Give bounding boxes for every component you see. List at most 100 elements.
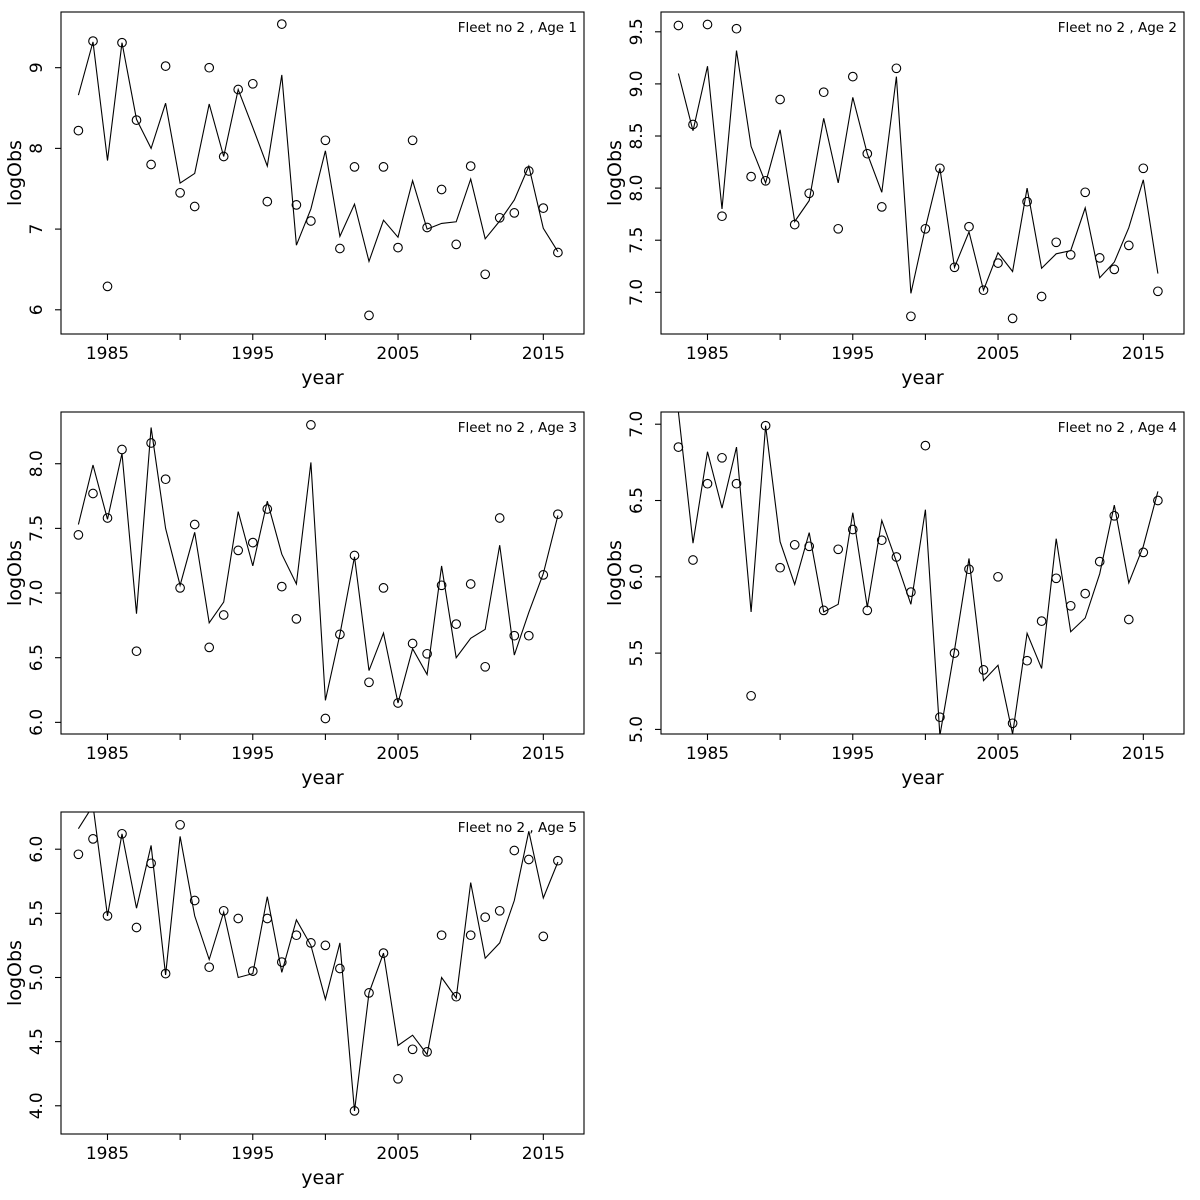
x-tick-label: 2015 bbox=[522, 744, 565, 764]
observed-point bbox=[335, 243, 345, 254]
observed-point bbox=[731, 478, 742, 489]
y-tick-label: 9.5 bbox=[627, 18, 647, 45]
observed-point bbox=[688, 555, 698, 565]
y-tick-label: 4.5 bbox=[27, 1028, 47, 1055]
observed-point bbox=[949, 648, 960, 658]
x-tick-label: 1985 bbox=[86, 1144, 129, 1164]
x-tick-label: 2005 bbox=[376, 1144, 419, 1164]
observed-point bbox=[1080, 187, 1091, 198]
x-axis-title: year bbox=[301, 767, 344, 789]
chart-fleet2-age4: 1985 1995 2005 2015 5.0 5.5 6.0 6.5 7.0 year logOb… bbox=[606, 402, 1196, 798]
observed-point bbox=[364, 310, 374, 321]
y-tick-label: 5.0 bbox=[27, 964, 47, 991]
panel-title: Fleet no 2 , Age 3 bbox=[458, 420, 577, 436]
observed-point bbox=[964, 221, 974, 232]
observed-point bbox=[364, 677, 374, 688]
observed-point bbox=[465, 161, 476, 171]
observed-point bbox=[436, 580, 447, 591]
y-tick-label: 6.5 bbox=[27, 644, 47, 671]
observed-point bbox=[553, 855, 563, 866]
observed-point bbox=[833, 544, 844, 555]
observed-point bbox=[1022, 196, 1032, 207]
observed-point bbox=[1123, 614, 1134, 625]
observed-point bbox=[509, 208, 520, 218]
observed-point bbox=[218, 610, 229, 620]
observed-point bbox=[306, 216, 316, 226]
observed-point bbox=[160, 968, 171, 979]
observed-point bbox=[920, 440, 931, 451]
observed-point bbox=[818, 605, 829, 616]
observed-point bbox=[320, 713, 331, 724]
observed-point bbox=[906, 311, 916, 322]
chart-fleet2-age1: 1985 1995 2005 2015 6 7 8 9 year logObs Fleet no 2… bbox=[6, 2, 596, 398]
y-tick-label: 8.0 bbox=[627, 175, 647, 202]
observed-point bbox=[1051, 237, 1062, 248]
observed-point bbox=[480, 661, 491, 672]
observed-point bbox=[88, 488, 98, 499]
observed-point bbox=[73, 849, 84, 860]
observed-point bbox=[320, 135, 331, 146]
observed-point bbox=[393, 1073, 403, 1084]
observed-point bbox=[175, 819, 185, 830]
y-axis-title: logObs bbox=[6, 540, 26, 606]
observed-point bbox=[1094, 556, 1105, 567]
y-tick-label: 5.5 bbox=[627, 640, 647, 667]
observed-point bbox=[1007, 313, 1018, 324]
y-tick-label: 4.0 bbox=[27, 1092, 47, 1119]
observed-point bbox=[291, 614, 302, 624]
x-axis-title: year bbox=[301, 367, 344, 389]
observed-point bbox=[876, 202, 887, 212]
observed-point bbox=[378, 162, 389, 172]
observed-point bbox=[378, 948, 389, 958]
chart-fleet2-age2: 1985 1995 2005 2015 7.0 7.5 8.0 8.5 9.0 9.5 year lo… bbox=[606, 2, 1196, 398]
plot-border bbox=[60, 411, 585, 735]
y-tick-label: 6.5 bbox=[627, 487, 647, 514]
observed-point bbox=[746, 690, 756, 701]
observed-point bbox=[523, 166, 534, 176]
observed-point bbox=[175, 583, 185, 593]
observed-point bbox=[465, 930, 476, 941]
observed-point bbox=[746, 171, 756, 182]
observed-point bbox=[891, 63, 902, 74]
observed-point bbox=[262, 913, 273, 924]
observed-point bbox=[73, 530, 84, 540]
observed-point bbox=[862, 148, 873, 159]
observed-point bbox=[993, 571, 1003, 582]
observed-point bbox=[847, 524, 858, 535]
observed-point bbox=[876, 535, 887, 546]
observed-point bbox=[1065, 600, 1076, 611]
observed-point bbox=[88, 36, 98, 46]
observed-point bbox=[451, 619, 462, 629]
observed-point bbox=[553, 247, 563, 258]
observed-point bbox=[1007, 718, 1018, 729]
x-tick-label: 1995 bbox=[231, 344, 274, 364]
observed-point bbox=[1036, 291, 1047, 302]
y-tick-label: 6.0 bbox=[27, 836, 47, 863]
observed-point bbox=[262, 504, 273, 514]
observed-point bbox=[160, 474, 171, 485]
observed-point bbox=[1138, 163, 1149, 174]
observed-point bbox=[804, 541, 815, 552]
x-tick-label: 1995 bbox=[231, 1144, 274, 1164]
observed-point bbox=[349, 162, 360, 172]
y-tick-label: 5.0 bbox=[627, 716, 647, 743]
plot-border bbox=[660, 411, 1185, 735]
panel-title: Fleet no 2 , Age 5 bbox=[458, 820, 577, 836]
observed-points bbox=[73, 819, 563, 1116]
x-tick-label: 2005 bbox=[376, 344, 419, 364]
observed-point bbox=[364, 988, 374, 998]
observed-point bbox=[320, 940, 331, 951]
observed-point bbox=[1022, 655, 1032, 666]
observed-point bbox=[1036, 616, 1047, 626]
y-tick-label: 9.0 bbox=[627, 70, 647, 97]
observed-point bbox=[509, 845, 520, 856]
y-tick-label: 7 bbox=[27, 224, 47, 235]
observed-point bbox=[789, 539, 800, 550]
observed-point bbox=[291, 930, 302, 941]
observed-point bbox=[465, 579, 476, 589]
observed-point bbox=[494, 905, 505, 916]
plot-border bbox=[660, 11, 1185, 335]
observed-point bbox=[717, 211, 727, 222]
observed-point bbox=[131, 115, 142, 125]
observed-point bbox=[146, 159, 156, 170]
